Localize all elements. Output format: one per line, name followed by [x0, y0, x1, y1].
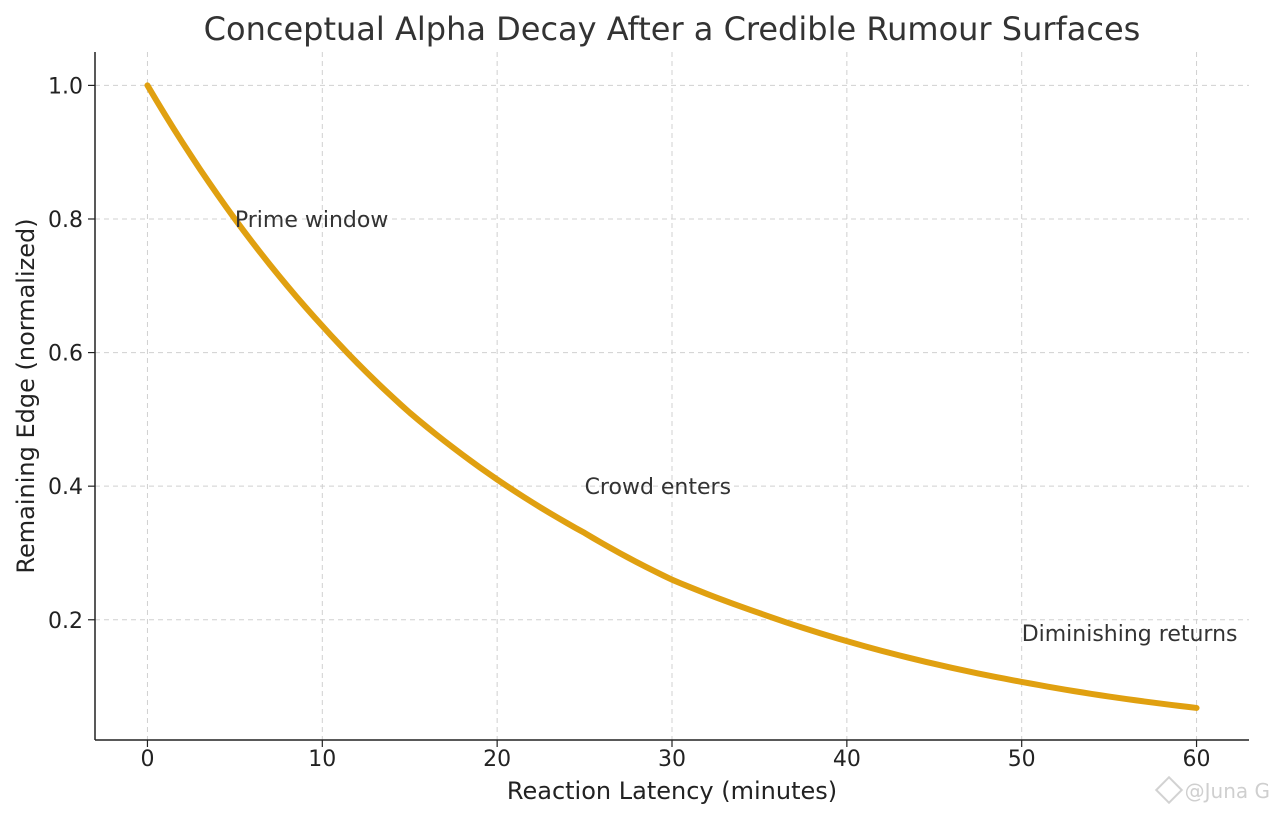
watermark-text: @Juna G — [1184, 779, 1270, 803]
watermark: @Juna G — [1154, 775, 1270, 805]
annotation-1: Crowd enters — [585, 475, 731, 500]
watermark-logo-icon — [1154, 775, 1183, 805]
x-tick-label-6: 60 — [1183, 747, 1211, 772]
annotations: Prime window Crowd enters Diminishing retu… — [235, 208, 1238, 647]
x-tick-label-4: 40 — [833, 747, 861, 772]
y-tick-label-4: 1.0 — [48, 74, 83, 99]
annotation-0: Prime window — [235, 208, 388, 233]
y-tick-label-1: 0.4 — [48, 475, 83, 500]
series-line-0 — [144, 82, 1200, 711]
y-tick-label-2: 0.6 — [48, 342, 83, 367]
x-tick-label-3: 30 — [658, 747, 686, 772]
series-layer — [144, 82, 1200, 711]
x-tick-label-5: 50 — [1008, 747, 1036, 772]
x-tick-label-2: 20 — [483, 747, 511, 772]
grid-lines — [95, 52, 1249, 740]
y-tick-label-3: 0.8 — [48, 208, 83, 233]
y-tick-label-0: 0.2 — [48, 609, 83, 634]
x-tick-label-0: 0 — [140, 747, 154, 772]
axes: 0 10 20 30 40 50 60 0.2 0.4 0.6 0.8 1.0 — [48, 52, 1249, 772]
x-axis-label: Reaction Latency (minutes) — [507, 777, 837, 805]
x-tick-label-1: 10 — [308, 747, 336, 772]
y-axis-label: Remaining Edge (normalized) — [12, 218, 40, 573]
annotation-2: Diminishing returns — [1022, 622, 1238, 647]
chart-title: Conceptual Alpha Decay After a Credible … — [204, 10, 1141, 48]
